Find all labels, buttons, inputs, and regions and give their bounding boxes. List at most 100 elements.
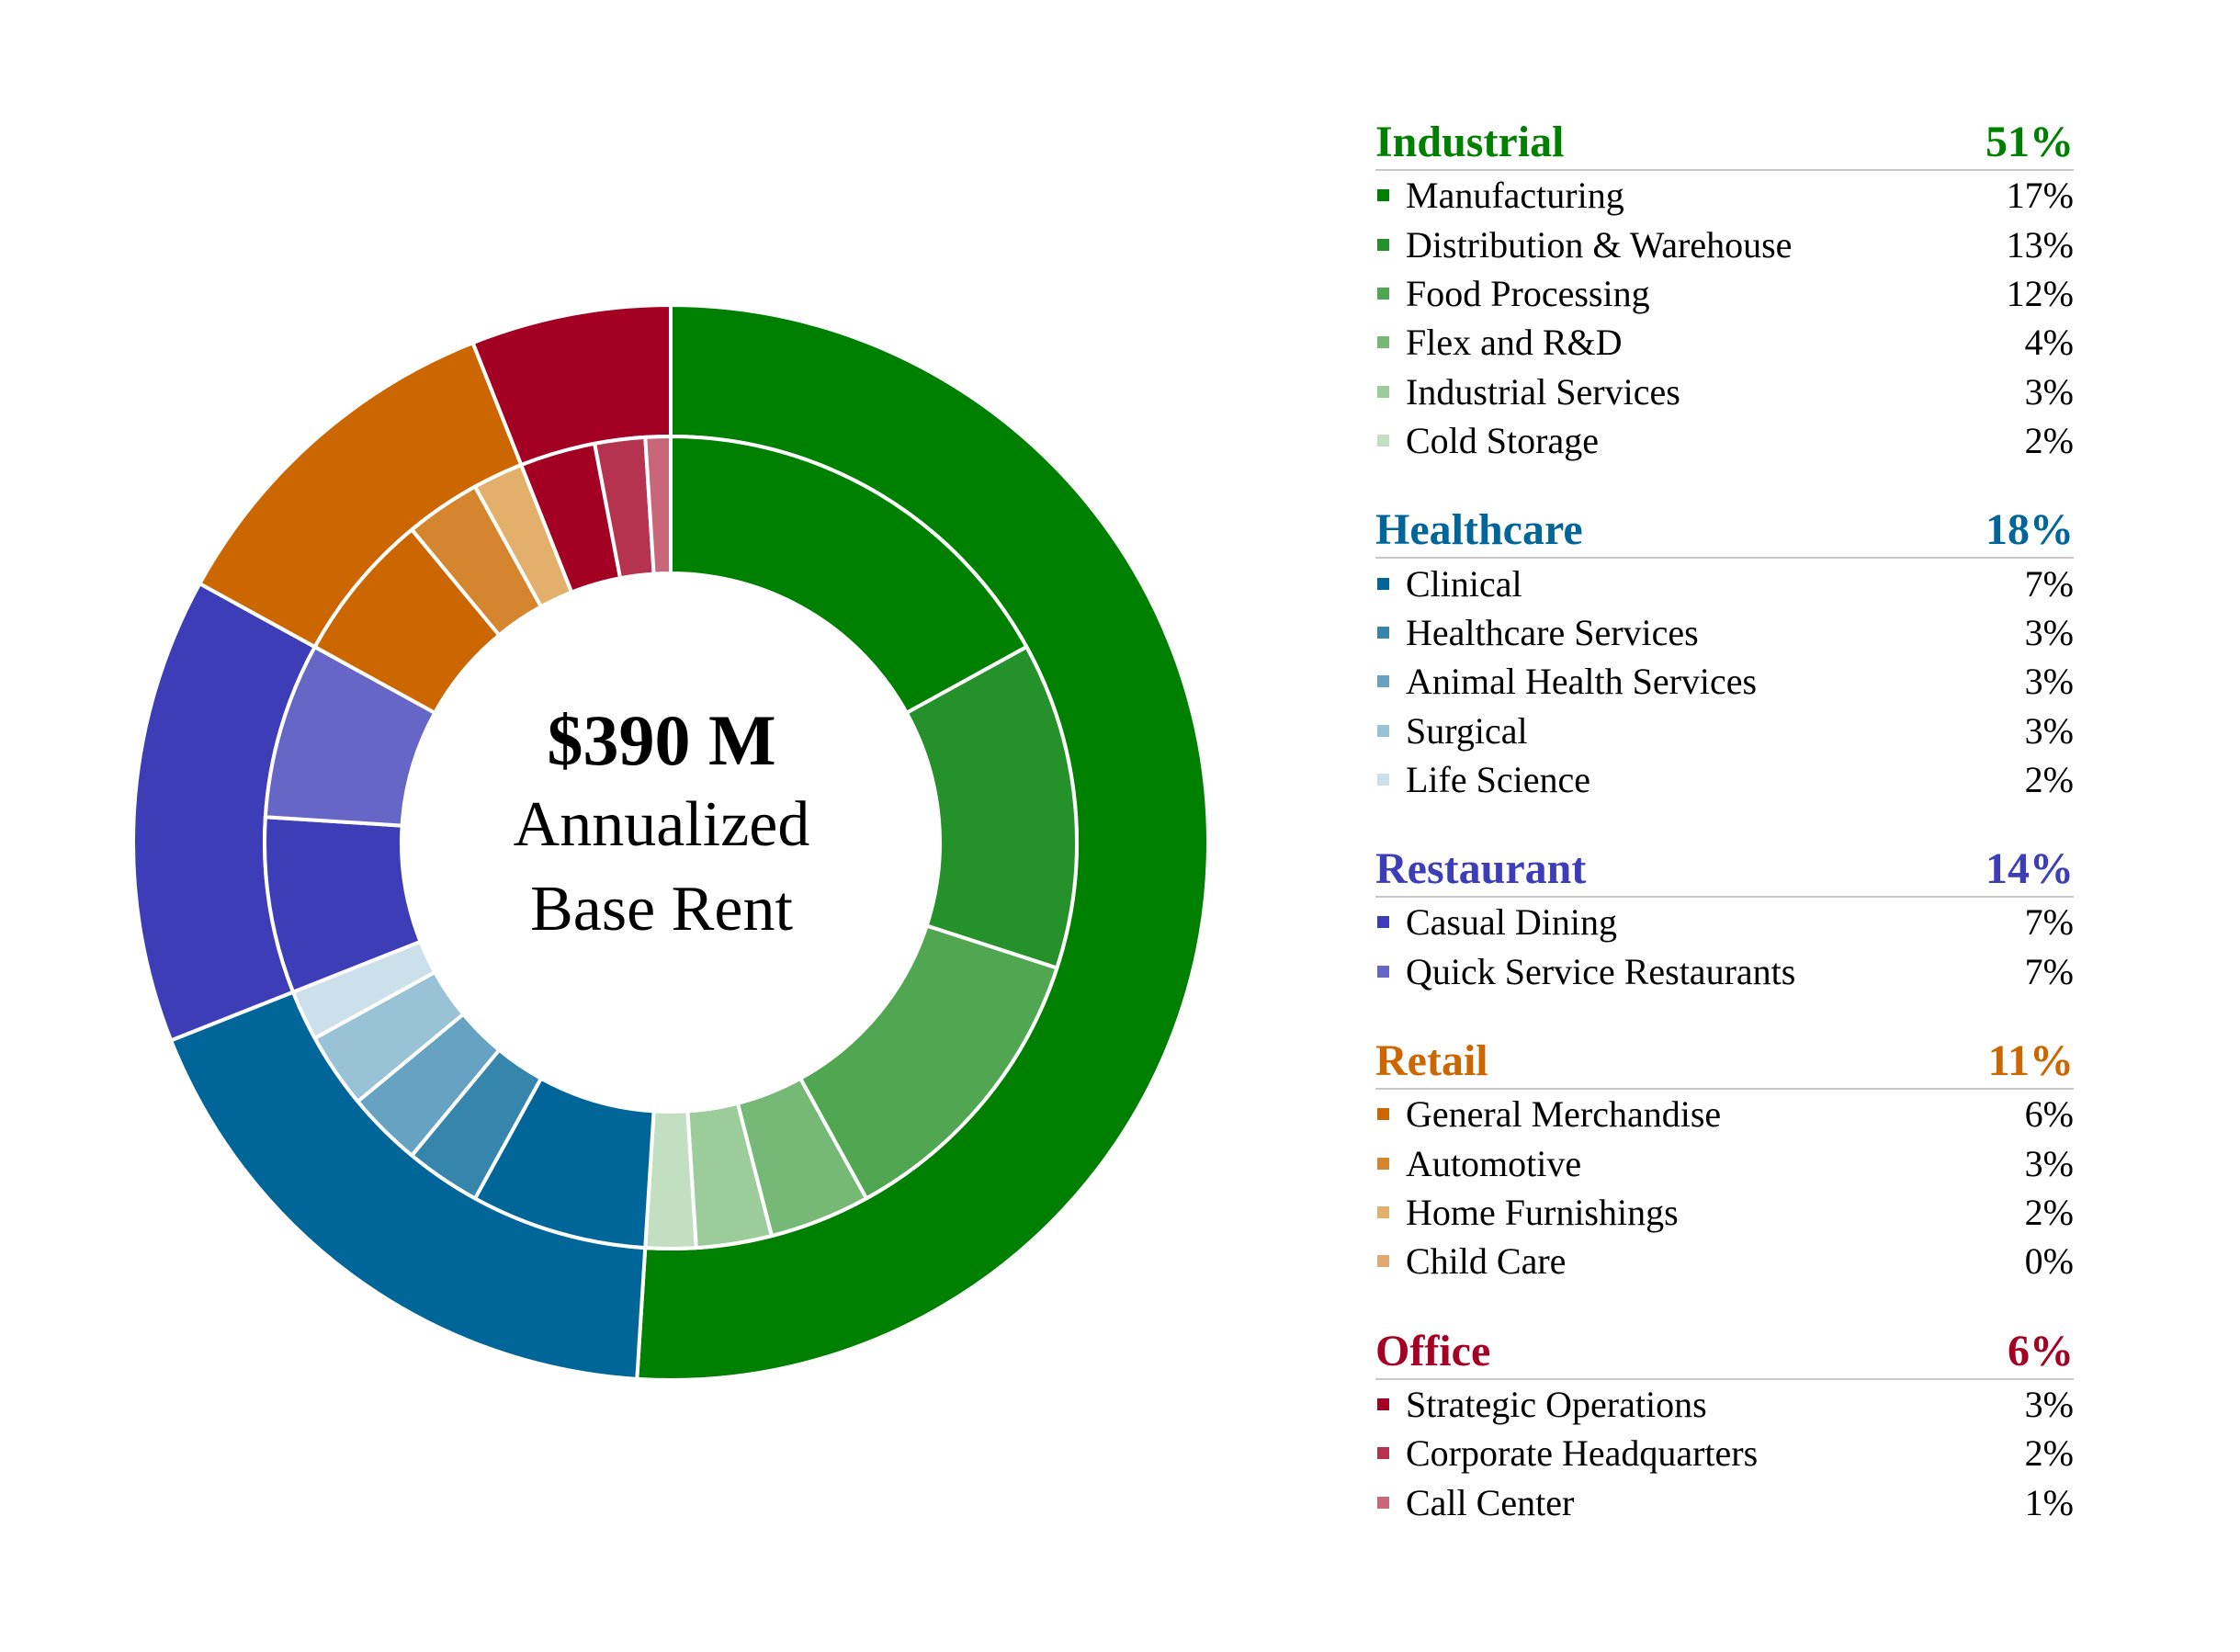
legend-item-percent: 13% [2006,223,2074,266]
legend-swatch [1377,238,1389,251]
center-label-line2: Base Rent [530,874,793,945]
inner-slice-manufacturing [669,435,1029,715]
legend-item-percent: 2% [2024,420,2074,462]
legend-item-label: Corporate Headquarters [1406,1432,1759,1475]
center-value: $390 M [547,700,776,780]
legend-item-label: Distribution & Warehouse [1406,223,1793,266]
legend-item-industrial-services: Industrial Services 3% [1375,368,2074,416]
legend-swatch [1377,577,1389,590]
legend-group-restaurant: Restaurant 14% Casual Dining 7% Quick Servic… [1375,844,2074,996]
legend-group-percent: 14% [1985,844,2074,894]
legend-group-name: Industrial [1375,118,1565,166]
legend-group-header: Restaurant 14% [1375,844,2074,899]
legend-item-automotive: Automotive 3% [1375,1138,2074,1187]
legend-swatch [1377,385,1389,398]
donut-chart [131,303,1210,1382]
legend-item-life-science: Life Science 2% [1375,755,2074,804]
legend-item-label: Strategic Operations [1406,1383,1707,1425]
legend-swatch [1377,1108,1389,1121]
legend-item-label: Healthcare Services [1406,611,1699,653]
legend-swatch [1377,916,1389,929]
legend-item-label: Manufacturing [1406,175,1624,217]
center-label: $390 M Annualized Base Rent [395,698,928,952]
legend-swatch [1377,774,1389,786]
legend-item-label: Cold Storage [1406,420,1599,462]
legend-item-label: Surgical [1406,709,1528,752]
legend-item-surgical: Surgical 3% [1375,707,2074,755]
legend-item-label: Automotive [1406,1142,1582,1184]
legend-swatch [1377,965,1389,978]
legend-item-percent: 17% [2006,175,2074,217]
legend-item-cold-storage: Cold Storage 2% [1375,416,2074,465]
legend-swatch [1377,336,1389,349]
legend-item-label: Quick Service Restaurants [1406,950,1796,992]
legend-swatch [1377,1447,1389,1460]
legend-swatch [1377,1255,1389,1268]
legend-item-strategic-operations: Strategic Operations 3% [1375,1380,2074,1429]
legend-item-percent: 6% [2024,1093,2074,1136]
legend-item-label: Animal Health Services [1406,661,1758,703]
legend-swatch [1377,435,1389,447]
center-label-line1: Annualized [513,789,810,860]
legend-item-percent: 3% [2024,1383,2074,1425]
legend-item-percent: 0% [2024,1240,2074,1283]
legend-group-name: Healthcare [1375,505,1583,555]
legend-group-healthcare: Healthcare 18% Clinical 7% Healthcare Servic… [1375,505,2074,804]
legend-item-corporate-headquarters: Corporate Headquarters 2% [1375,1429,2074,1477]
legend-item-general-merchandise: General Merchandise 6% [1375,1090,2074,1138]
legend-group-percent: 18% [1985,505,2074,555]
legend-item-call-center: Call Center 1% [1375,1477,2074,1526]
legend-swatch [1377,287,1389,300]
legend-item-percent: 2% [2024,759,2074,801]
legend-item-label: Child Care [1406,1240,1567,1283]
legend-item-percent: 3% [2024,611,2074,653]
legend-swatch [1377,626,1389,639]
legend-item-flex-and-randd: Flex and R&D 4% [1375,318,2074,367]
legend-item-percent: 2% [2024,1432,2074,1475]
legend-item-percent: 3% [2024,1142,2074,1184]
legend-swatch [1377,675,1389,688]
legend-swatch [1377,1157,1389,1170]
legend-item-label: Industrial Services [1406,370,1680,413]
legend-item-percent: 3% [2024,661,2074,703]
legend-group-name: Office [1375,1326,1491,1375]
legend-group-header: Retail 11% [1375,1036,2074,1091]
legend-item-percent: 7% [2024,562,2074,605]
legend-item-label: Life Science [1406,759,1590,801]
legend-item-percent: 7% [2024,901,2074,944]
legend-item-percent: 3% [2024,370,2074,413]
legend-group-percent: 6% [2008,1326,2074,1375]
legend-item-percent: 3% [2024,709,2074,752]
legend-item-animal-health-services: Animal Health Services 3% [1375,657,2074,706]
inner-slice-call-center [643,435,673,576]
legend-item-casual-dining: Casual Dining 7% [1375,898,2074,946]
legend-item-healthcare-services: Healthcare Services 3% [1375,608,2074,657]
legend-group-percent: 51% [1985,118,2074,166]
legend-item-percent: 12% [2006,272,2074,314]
legend-item-distribution-and-warehouse: Distribution & Warehouse 13% [1375,220,2074,268]
legend-swatch [1377,1206,1389,1219]
legend-group-header: Office 6% [1375,1327,2074,1380]
legend-swatch [1377,189,1389,202]
legend-group-retail: Retail 11% General Merchandise 6% Automotive… [1375,1036,2074,1286]
legend-group-name: Retail [1375,1036,1488,1086]
legend-item-label: Casual Dining [1406,901,1617,944]
legend-group-name: Restaurant [1375,844,1587,894]
legend-item-quick-service-restaurants: Quick Service Restaurants 7% [1375,947,2074,996]
legend-item-label: Call Center [1406,1481,1575,1523]
legend-group-industrial: Industrial 51% Manufacturing 17% Distributio… [1375,118,2074,465]
legend-item-label: Home Furnishings [1406,1192,1679,1234]
legend-group-header: Healthcare 18% [1375,505,2074,560]
legend-swatch [1377,1496,1389,1509]
legend-group-office: Office 6% Strategic Operations 3% Corporate … [1375,1327,2074,1527]
legend-item-percent: 1% [2024,1481,2074,1523]
legend-swatch [1377,724,1389,737]
legend-item-home-furnishings: Home Furnishings 2% [1375,1188,2074,1237]
legend-item-manufacturing: Manufacturing 17% [1375,171,2074,220]
legend-item-percent: 4% [2024,322,2074,364]
legend-group-percent: 11% [1987,1036,2074,1086]
legend-item-label: Flex and R&D [1406,322,1623,364]
legend-item-label: General Merchandise [1406,1093,1722,1136]
legend-item-food-processing: Food Processing 12% [1375,269,2074,318]
legend-item-child-care: Child Care 0% [1375,1237,2074,1285]
